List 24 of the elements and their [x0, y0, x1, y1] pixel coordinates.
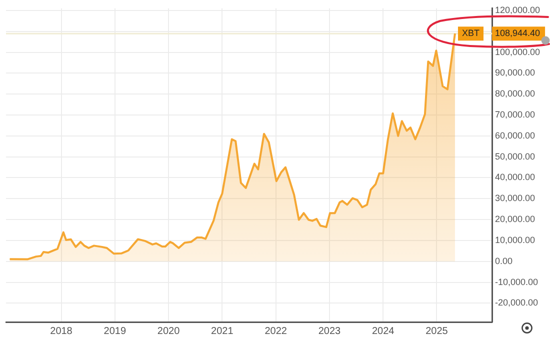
x-tick-label: 2023	[318, 326, 342, 337]
x-tick-label: 2020	[157, 326, 180, 337]
y-tick-label: 60,000.00	[495, 130, 536, 140]
y-tick-label: 20,000.00	[495, 214, 536, 224]
y-tick-label: -10,000.00	[495, 276, 538, 287]
x-tick-label: 2022	[264, 326, 288, 337]
y-tick-label: 0.00	[495, 256, 513, 266]
x-tick-label: 2018	[50, 326, 73, 337]
y-tick-label: 100,000.00	[495, 46, 540, 57]
y-tick-label: -20,000.00	[495, 298, 538, 308]
x-tick-label: 2024	[372, 326, 395, 337]
x-tick-label: 2021	[211, 326, 234, 337]
x-tick-label: 2019	[104, 326, 126, 337]
y-tick-label: 80,000.00	[495, 88, 536, 99]
ref-line-label: 108,944.40	[495, 28, 540, 38]
annotation: XBT	[462, 28, 480, 38]
y-tick-label: 120,000.00	[495, 4, 540, 15]
y-tick-label: 70,000.00	[495, 110, 536, 120]
y-tick-label: 30,000.00	[495, 193, 536, 204]
y-tick-label: 50,000.00	[495, 151, 536, 162]
y-tick-label: 90,000.00	[495, 68, 536, 78]
x-tick-label: 2025	[426, 326, 448, 337]
y-tick-label: 10,000.00	[495, 234, 536, 245]
y-tick-label: 40,000.00	[495, 172, 536, 182]
